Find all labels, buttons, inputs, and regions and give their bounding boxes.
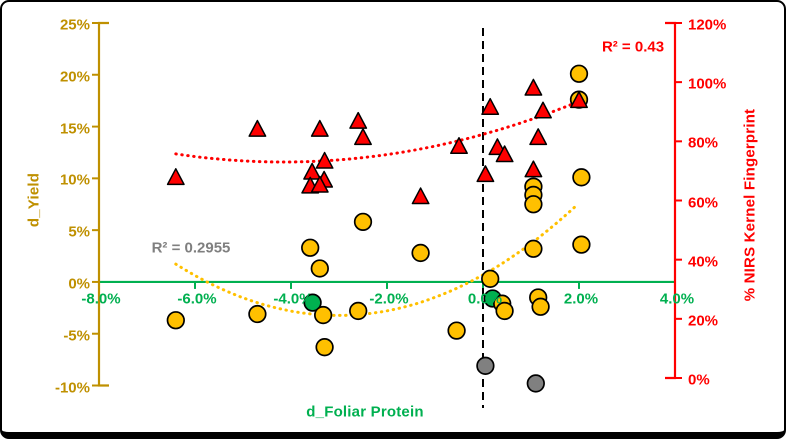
data-point-yield (524, 239, 543, 258)
data-point-nirs (166, 168, 185, 186)
y-left-axis-line (97, 21, 109, 387)
data-point-nirs (476, 165, 495, 183)
y-left-tick-label: -10% (54, 379, 90, 396)
data-point-yield (315, 338, 334, 357)
data-point-nirs (248, 119, 267, 137)
y-right-tick-label: 100% (688, 75, 727, 93)
data-point-yield (314, 305, 333, 325)
data-point-yield (310, 259, 329, 278)
x-tick-label: -6.0% (177, 290, 217, 308)
x-tick-label: -8.0% (81, 290, 121, 308)
data-point-gray-outliers (476, 356, 495, 375)
data-point-yield (572, 235, 591, 254)
y-left-tick-label: 5% (68, 223, 90, 241)
trendline-nirs (174, 99, 581, 164)
data-point-yield (524, 195, 543, 214)
data-point-nirs (570, 91, 588, 109)
x-axis-title: d_Foliar Protein (306, 403, 424, 421)
y-left-tick-label: 10% (59, 171, 90, 189)
data-point-nirs (524, 160, 543, 178)
data-point-nirs (315, 151, 334, 169)
x-tick-label: 0.0% (467, 290, 503, 308)
y-left-tick-label: 25% (59, 16, 90, 34)
y-left-tick-label: 20% (59, 68, 90, 86)
data-point-nirs (495, 145, 514, 163)
y-left-tick-label: -5% (63, 327, 90, 345)
data-point-nirs (450, 137, 468, 154)
data-point-nirs (310, 175, 329, 193)
data-point-nirs (411, 187, 430, 205)
data-point-gray-outliers (526, 374, 545, 393)
y-right-tick-label: 80% (688, 134, 719, 152)
y-right-axis-title: % NIRS Kernel Fingerprint (741, 108, 759, 302)
r-squared-yield-annotation: R² = 0.2955 (151, 239, 231, 257)
data-point-yield (349, 301, 368, 321)
data-point-yield (572, 168, 591, 187)
data-point-nirs (349, 111, 368, 129)
data-point-yield (481, 269, 500, 288)
r-squared-nirs-annotation: R² = 0.43 (601, 38, 665, 56)
y-right-tick-label: 0% (688, 371, 710, 389)
y-left-tick-label: 15% (59, 120, 90, 138)
y-left-axis-title: d_Yield (25, 172, 43, 228)
trendline-yield (174, 203, 579, 317)
x-tick-label: 4.0% (659, 290, 695, 308)
y-left-tick-label: 0% (68, 275, 90, 293)
data-point-yield (353, 212, 373, 232)
y-right-axis-line (665, 21, 677, 380)
y-right-tick-label: 120% (688, 16, 727, 34)
y-right-tick-label: 20% (688, 312, 719, 330)
data-point-nirs (481, 97, 500, 115)
data-point-yield (495, 301, 514, 321)
data-point-yield (248, 304, 267, 324)
data-point-nirs (524, 78, 543, 96)
y-right-tick-label: 60% (688, 194, 719, 211)
data-point-yield (411, 243, 430, 263)
x-tick-label: 2.0% (563, 290, 599, 308)
data-point-nirs (534, 101, 552, 119)
data-point-green-highlight (303, 293, 322, 312)
data-point-yield (569, 64, 589, 83)
data-point-yield (301, 238, 320, 257)
x-tick-label: -4.0% (273, 290, 313, 308)
data-point-nirs (529, 128, 548, 146)
data-point-yield (447, 321, 466, 340)
data-point-yield (531, 297, 550, 316)
data-point-yield (166, 311, 185, 330)
x-tick-label: -2.0% (369, 290, 409, 308)
y-right-tick-label: 40% (688, 253, 719, 271)
data-point-nirs (310, 119, 329, 137)
data-point-nirs (303, 162, 322, 180)
data-point-nirs (354, 128, 372, 146)
